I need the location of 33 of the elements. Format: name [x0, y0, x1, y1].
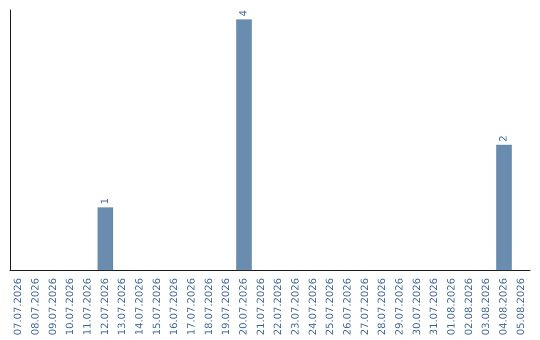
x-tick-label: 18.07.2026: [204, 278, 215, 336]
x-tick-label: 23.07.2026: [290, 278, 302, 336]
x-tick-label: 15.07.2026: [152, 278, 163, 336]
x-tick-label: 09.07.2026: [48, 278, 59, 336]
x-tick-label: 30.07.2026: [412, 278, 423, 336]
data-label: 2: [498, 135, 510, 142]
data-label: 4: [238, 10, 250, 16]
x-tick-label: 25.07.2026: [325, 278, 336, 336]
x-tick-label: 04.08.2026: [498, 278, 510, 336]
x-tick-label: 20.07.2026: [238, 278, 250, 336]
x-tick-label: 29.07.2026: [394, 278, 406, 336]
x-tick-label: 17.07.2026: [186, 278, 198, 336]
x-tick-label: 19.07.2026: [221, 278, 232, 336]
x-tick-label: 13.07.2026: [117, 278, 128, 336]
x-tick-label: 28.07.2026: [377, 278, 388, 336]
x-tick-label: 27.07.2026: [360, 278, 371, 336]
x-tick-label: 10.07.2026: [65, 278, 76, 336]
x-tick-label: 03.08.2026: [481, 278, 492, 336]
x-tick-label: 31.07.2026: [429, 278, 440, 336]
x-tick-label: 14.07.2026: [134, 278, 146, 336]
x-tick-label: 05.08.2026: [516, 278, 527, 336]
x-tick-label: 22.07.2026: [273, 278, 284, 336]
x-tick-label: 12.07.2026: [100, 278, 111, 336]
x-tick-label: 11.07.2026: [82, 278, 94, 336]
x-tick-label: 24.07.2026: [308, 278, 319, 336]
x-tick-label: 26.07.2026: [342, 278, 354, 336]
data-label: 1: [100, 198, 111, 204]
x-tick-label: 07.07.2026: [13, 278, 24, 336]
x-tick-label: 21.07.2026: [256, 278, 267, 336]
x-tick-label: 08.07.2026: [30, 278, 42, 336]
x-tick-label: 16.07.2026: [169, 278, 180, 336]
x-tick-label: 02.08.2026: [464, 278, 475, 336]
x-tick-label: 01.08.2026: [446, 278, 458, 336]
